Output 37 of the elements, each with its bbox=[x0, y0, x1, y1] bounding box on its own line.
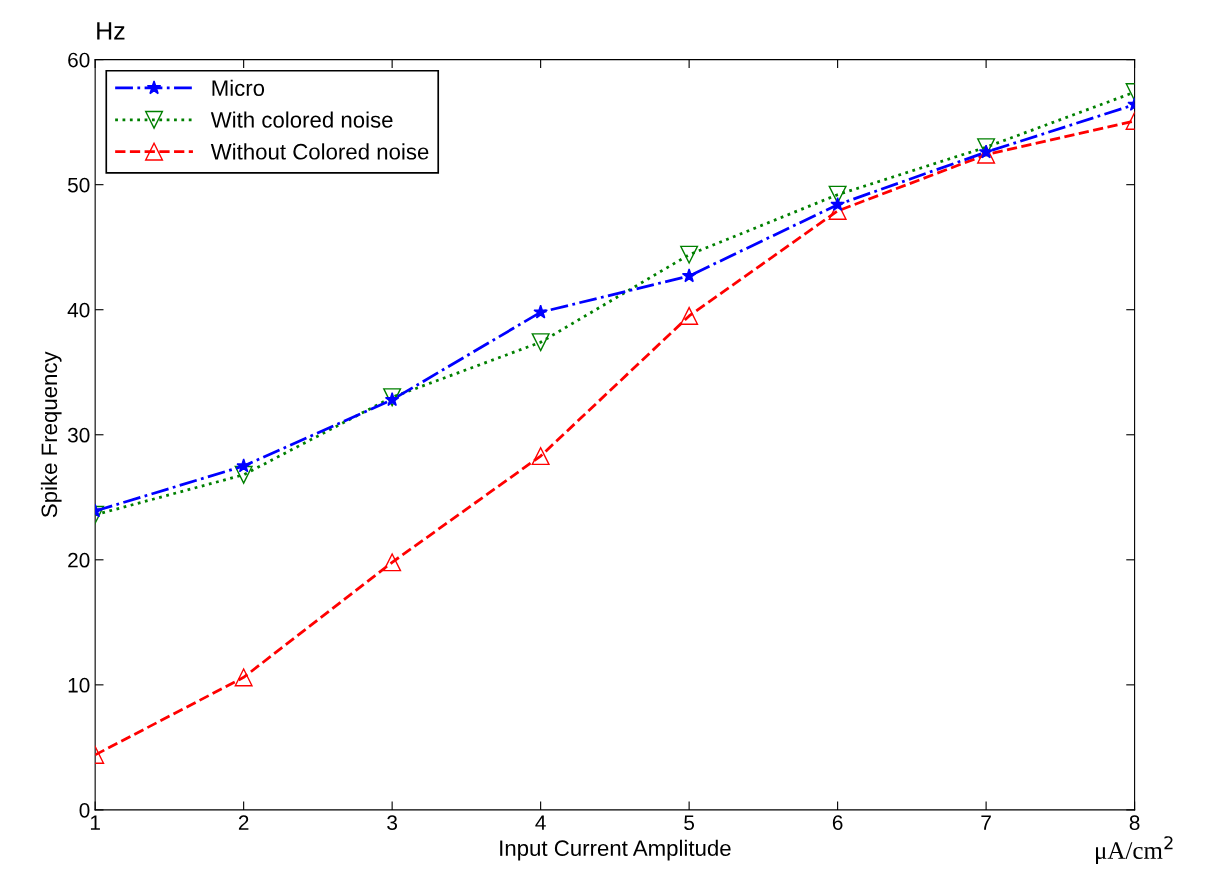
legend-label: Without Colored noise bbox=[210, 143, 429, 160]
text: μA/cm$^{2}$ bbox=[1096, 836, 1173, 865]
text: Hz bbox=[97, 22, 125, 40]
y-tick-label: 40 bbox=[67, 302, 90, 318]
point bbox=[681, 268, 697, 283]
point bbox=[978, 144, 994, 159]
point bbox=[531, 333, 550, 352]
y-tick-label: 60 bbox=[68, 52, 90, 68]
y-tick-label: 0 bbox=[79, 802, 90, 818]
point bbox=[383, 553, 402, 572]
point bbox=[680, 245, 699, 264]
legend-label: With colored noise bbox=[210, 111, 393, 128]
y-tick-label: 30 bbox=[67, 427, 90, 443]
point bbox=[383, 388, 402, 407]
point bbox=[531, 446, 550, 466]
point bbox=[236, 458, 251, 473]
x-axis-title: Input Current Amplitude bbox=[500, 839, 731, 861]
x-tick-label: 7 bbox=[981, 815, 991, 830]
point bbox=[234, 465, 253, 484]
point bbox=[533, 304, 548, 319]
point bbox=[680, 306, 699, 326]
legend-label: Micro bbox=[212, 79, 265, 96]
point bbox=[234, 668, 253, 687]
y-tick-label: 20 bbox=[68, 552, 90, 568]
x-tick-label: 5 bbox=[684, 815, 695, 831]
x-tick-label: 1 bbox=[90, 815, 100, 830]
x-tick-label: 2 bbox=[238, 815, 249, 830]
y-axis-title: Spike Frequency bbox=[40, 351, 62, 518]
point bbox=[830, 197, 845, 211]
y-tick-label: 10 bbox=[68, 677, 90, 693]
x-tick-label: 3 bbox=[387, 815, 398, 831]
point bbox=[828, 185, 847, 204]
x-tick-label: 4 bbox=[535, 815, 546, 830]
y-tick-label: 50 bbox=[67, 177, 90, 193]
x-tick-label: 8 bbox=[1129, 815, 1140, 831]
x-tick-label: 6 bbox=[832, 815, 843, 831]
point bbox=[384, 392, 400, 407]
